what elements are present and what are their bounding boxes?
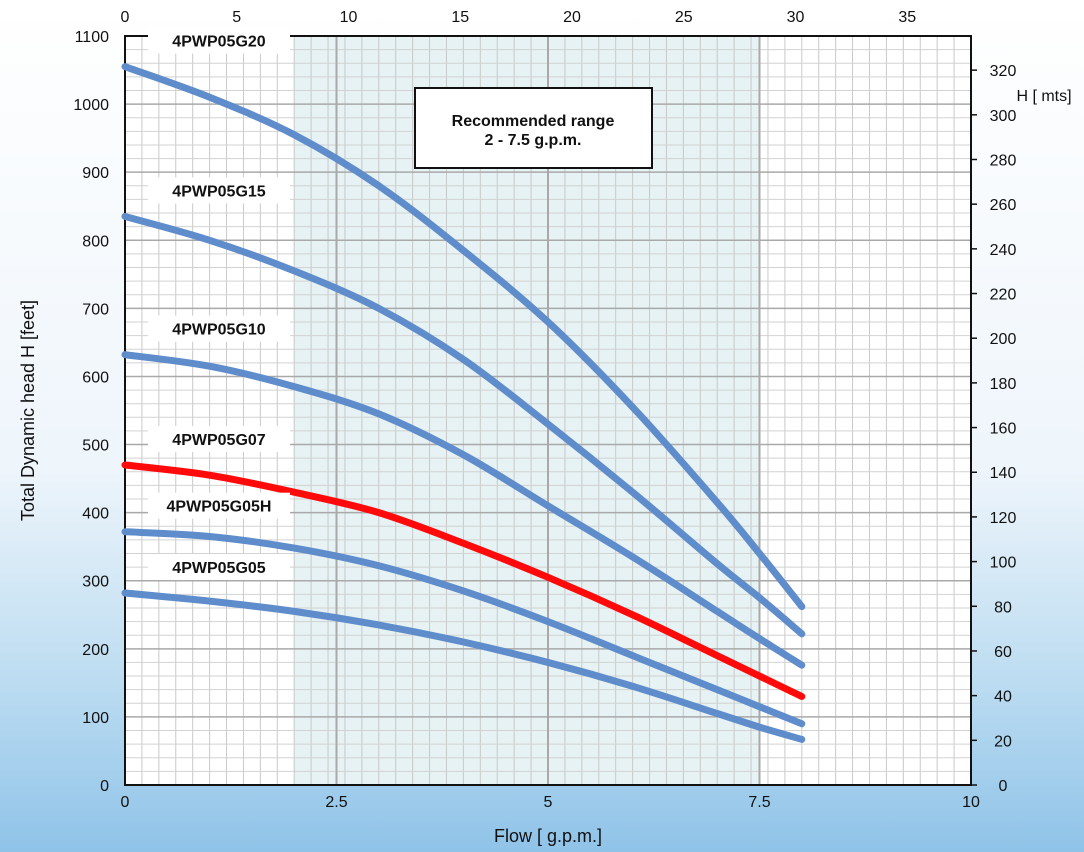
curve-label-4pwp05g15: 4PWP05G15 bbox=[172, 183, 265, 200]
pump-curves bbox=[121, 63, 806, 743]
y-tick-label: 1100 bbox=[75, 29, 110, 46]
y2-tick-label: 40 bbox=[994, 689, 1012, 706]
curve-label-bg bbox=[148, 492, 290, 519]
x2-tick-label: 35 bbox=[898, 9, 916, 26]
y2-tick-label: 320 bbox=[990, 63, 1017, 80]
y2-tick-label: 20 bbox=[994, 733, 1012, 750]
curve-4pwp05g20 bbox=[121, 63, 806, 611]
annotation-box bbox=[414, 87, 653, 169]
curve-4pwp05g05 bbox=[121, 589, 806, 743]
curve-label-bg bbox=[148, 177, 290, 204]
annotation-line: 2 - 7.5 g.p.m. bbox=[485, 132, 582, 149]
y-axis-title: Total Dynamic head H [feet] bbox=[18, 300, 38, 521]
y2-tick-label: 120 bbox=[990, 510, 1017, 527]
axis-ticks: 0 2.5 5 7.5 10010020030040050060070080090010… bbox=[73, 9, 1016, 811]
x-axis-title: Flow [ g.p.m.] bbox=[494, 826, 602, 846]
y2-axis-title: H [ mts] bbox=[1016, 88, 1071, 105]
x-tick-label: 0 bbox=[121, 794, 130, 811]
y2-tick-label: 80 bbox=[994, 599, 1012, 616]
x2-tick-label: 15 bbox=[451, 9, 469, 26]
y-tick-label: 500 bbox=[82, 438, 109, 455]
curve-label-4pwp05g07: 4PWP05G07 bbox=[172, 432, 265, 449]
y2-tick-label: 180 bbox=[990, 376, 1017, 393]
curve-label-bg bbox=[148, 553, 290, 580]
y-tick-label: 700 bbox=[82, 301, 109, 318]
x2-tick-label: 30 bbox=[787, 9, 805, 26]
y-tick-label: 900 bbox=[82, 165, 109, 182]
y2-tick-label: 200 bbox=[990, 331, 1017, 348]
y-tick-label: 300 bbox=[82, 574, 109, 591]
y-tick-label: 600 bbox=[82, 369, 109, 386]
y2-tick-label: 140 bbox=[990, 465, 1017, 482]
plot-frame bbox=[124, 35, 972, 786]
annotation-line: Recommended range bbox=[452, 113, 615, 130]
x-tick-label: 5 bbox=[544, 794, 553, 811]
x2-tick-label: 10 bbox=[340, 9, 358, 26]
curve-4pwp05g10 bbox=[121, 351, 806, 669]
y-tick-label: 200 bbox=[82, 642, 109, 659]
curve-label-bg bbox=[148, 27, 290, 54]
x-tick-label: 7.5 bbox=[748, 794, 770, 811]
x2-tick-label: 5 bbox=[232, 9, 241, 26]
y2-tick-label: 220 bbox=[990, 287, 1017, 304]
x-tick-label: 10 bbox=[962, 794, 980, 811]
curve-label-4pwp05g10: 4PWP05G10 bbox=[172, 322, 265, 339]
curve-label-4pwp05g05: 4PWP05G05 bbox=[172, 560, 265, 577]
y2-tick-label: 0 bbox=[999, 778, 1008, 795]
curve-4pwp05g15 bbox=[121, 212, 806, 638]
y-tick-label: 1000 bbox=[73, 97, 109, 114]
y2-tick-label: 300 bbox=[990, 108, 1017, 125]
y-tick-label: 800 bbox=[82, 233, 109, 250]
curve-4pwp05g07 bbox=[121, 461, 806, 700]
y2-tick-label: 160 bbox=[990, 421, 1017, 438]
curve-label-4pwp05g20: 4PWP05G20 bbox=[172, 34, 265, 51]
y2-tick-label: 60 bbox=[994, 644, 1012, 661]
y-tick-label: 0 bbox=[100, 778, 109, 795]
y-tick-label: 100 bbox=[82, 710, 109, 727]
curve-label-bg bbox=[148, 425, 290, 452]
y2-tick-label: 280 bbox=[990, 152, 1017, 169]
curve-4pwp05g05h bbox=[121, 528, 806, 728]
y2-tick-label: 100 bbox=[990, 555, 1017, 572]
x2-tick-label: 20 bbox=[563, 9, 581, 26]
x-tick-label: 2.5 bbox=[325, 794, 347, 811]
curve-label-4pwp05g05h: 4PWP05G05H bbox=[167, 499, 272, 516]
curve-label-bg bbox=[148, 315, 290, 342]
y2-tick-label: 260 bbox=[990, 197, 1017, 214]
x2-tick-label: 25 bbox=[675, 9, 693, 26]
recommended-range-box: Recommended range 2 - 7.5 g.p.m. bbox=[414, 87, 653, 169]
x2-tick-label: 0 bbox=[121, 9, 130, 26]
y-tick-label: 400 bbox=[82, 506, 109, 523]
y2-tick-label: 240 bbox=[990, 242, 1017, 259]
curve-labels: 4PWP05G20 4PWP05G15 4PWP05G10 4PWP05G07 4PWP… bbox=[148, 27, 290, 580]
